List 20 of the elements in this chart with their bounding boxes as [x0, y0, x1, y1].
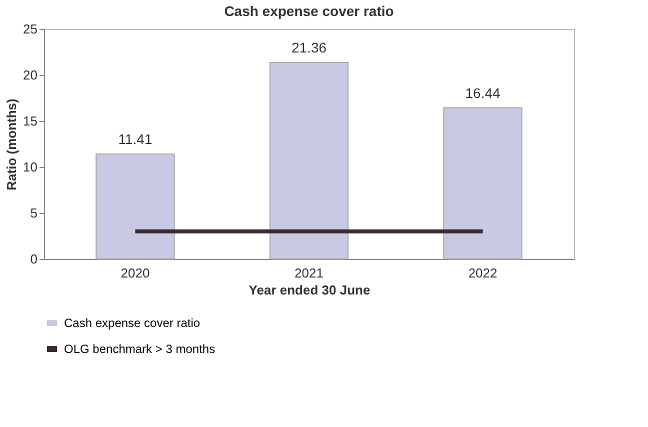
bar [443, 107, 522, 260]
data-label: 11.41 [118, 131, 152, 148]
data-label: 21.36 [291, 39, 327, 56]
bar [269, 62, 349, 260]
y-tick-label: 10 [23, 160, 38, 174]
bar [96, 154, 175, 260]
y-tick-label: 5 [30, 206, 38, 220]
x-tick-label: 2022 [468, 266, 498, 280]
y-tick-label: 20 [23, 68, 38, 82]
chart-title: Cash expense cover ratio [224, 3, 394, 19]
data-label: 16.44 [465, 84, 500, 101]
x-tick-label: 2020 [120, 266, 150, 280]
x-axis-title: Year ended 30 June [248, 282, 370, 298]
y-tick-label: 0 [30, 252, 38, 266]
y-axis-title: Ratio (months) [4, 98, 20, 190]
legend-label: Cash expense cover ratio [64, 316, 200, 330]
y-tick-label: 25 [23, 22, 38, 36]
legend-label: OLG benchmark > 3 months [64, 342, 216, 356]
x-tick-label: 2021 [294, 266, 324, 280]
y-tick-label: 15 [23, 114, 38, 128]
